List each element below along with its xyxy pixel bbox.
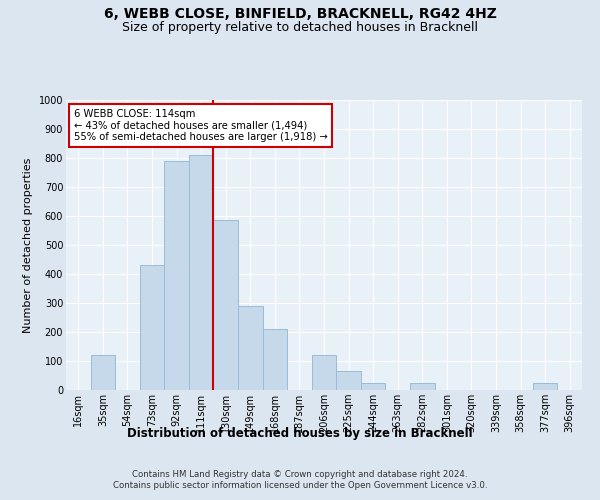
Bar [312,355,336,390]
Bar [336,371,361,390]
Bar [214,220,238,390]
Bar [410,383,434,390]
Bar [533,383,557,390]
Text: Contains HM Land Registry data © Crown copyright and database right 2024.: Contains HM Land Registry data © Crown c… [132,470,468,479]
Text: Size of property relative to detached houses in Bracknell: Size of property relative to detached ho… [122,21,478,34]
Bar [164,161,189,390]
Bar [263,329,287,390]
Bar [140,266,164,390]
Bar [238,306,263,390]
Text: 6, WEBB CLOSE, BINFIELD, BRACKNELL, RG42 4HZ: 6, WEBB CLOSE, BINFIELD, BRACKNELL, RG42… [104,8,496,22]
Bar [361,383,385,390]
Y-axis label: Number of detached properties: Number of detached properties [23,158,33,332]
Text: Distribution of detached houses by size in Bracknell: Distribution of detached houses by size … [127,428,473,440]
Text: Contains public sector information licensed under the Open Government Licence v3: Contains public sector information licen… [113,481,487,490]
Text: 6 WEBB CLOSE: 114sqm
← 43% of detached houses are smaller (1,494)
55% of semi-de: 6 WEBB CLOSE: 114sqm ← 43% of detached h… [74,108,328,142]
Bar [91,355,115,390]
Bar [189,155,214,390]
